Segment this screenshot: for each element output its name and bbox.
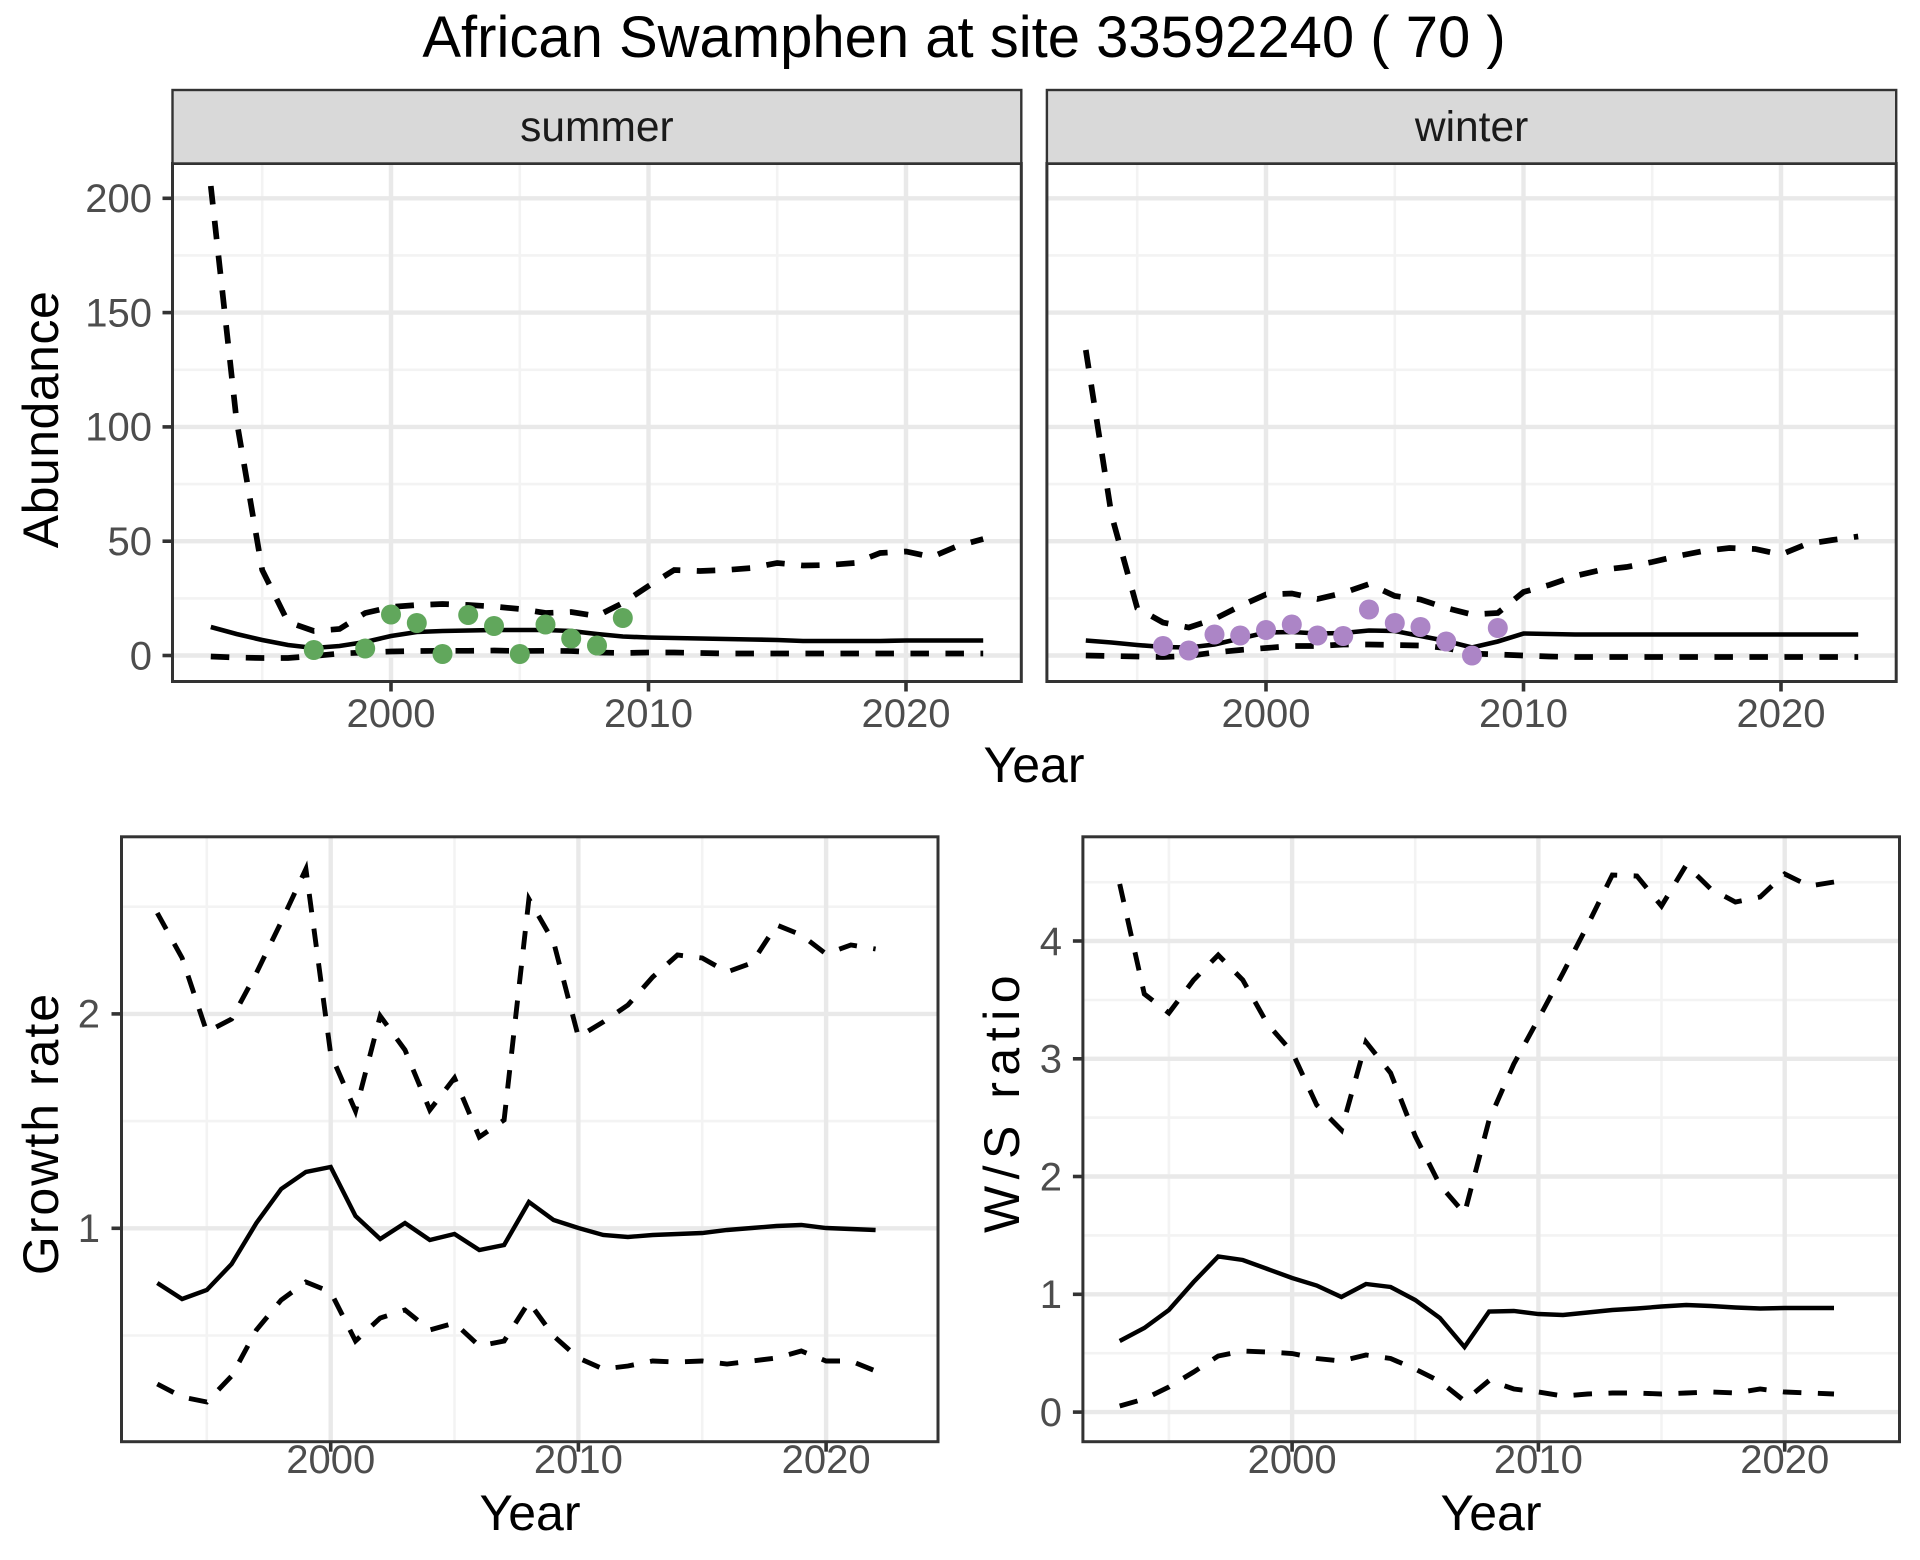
svg-text:2000: 2000 [347,692,436,736]
svg-text:1: 1 [78,1207,100,1251]
svg-text:4: 4 [1040,920,1062,964]
svg-text:2010: 2010 [1479,692,1568,736]
svg-text:200: 200 [85,177,152,221]
svg-text:2020: 2020 [1737,692,1826,736]
svg-text:African Swamphen at site 33592: African Swamphen at site 33592240 ( 70 ) [422,5,1505,70]
svg-text:2010: 2010 [1494,1438,1583,1482]
svg-text:2020: 2020 [782,1438,871,1482]
svg-text:2020: 2020 [1740,1438,1829,1482]
svg-text:Year: Year [479,1485,580,1541]
svg-text:Year: Year [1440,1485,1541,1541]
svg-text:2020: 2020 [862,692,951,736]
svg-text:0: 0 [130,634,152,678]
svg-text:summer: summer [520,104,673,151]
svg-text:2010: 2010 [534,1438,623,1482]
svg-text:Year: Year [983,737,1084,793]
svg-text:100: 100 [85,406,152,450]
svg-text:winter: winter [1414,104,1528,151]
svg-text:50: 50 [108,520,153,564]
svg-text:2000: 2000 [1222,692,1311,736]
svg-text:3: 3 [1040,1038,1062,1082]
svg-text:Abundance: Abundance [13,291,69,549]
svg-text:0: 0 [1040,1391,1062,1435]
svg-text:150: 150 [85,291,152,335]
svg-text:Growth rate: Growth rate [13,992,69,1275]
svg-text:1: 1 [1040,1273,1062,1317]
svg-text:2: 2 [78,993,100,1037]
svg-text:2000: 2000 [1248,1438,1337,1482]
svg-text:W/S ratio: W/S ratio [974,969,1030,1233]
svg-text:2000: 2000 [286,1438,375,1482]
svg-text:2: 2 [1040,1155,1062,1199]
svg-text:2010: 2010 [604,692,693,736]
